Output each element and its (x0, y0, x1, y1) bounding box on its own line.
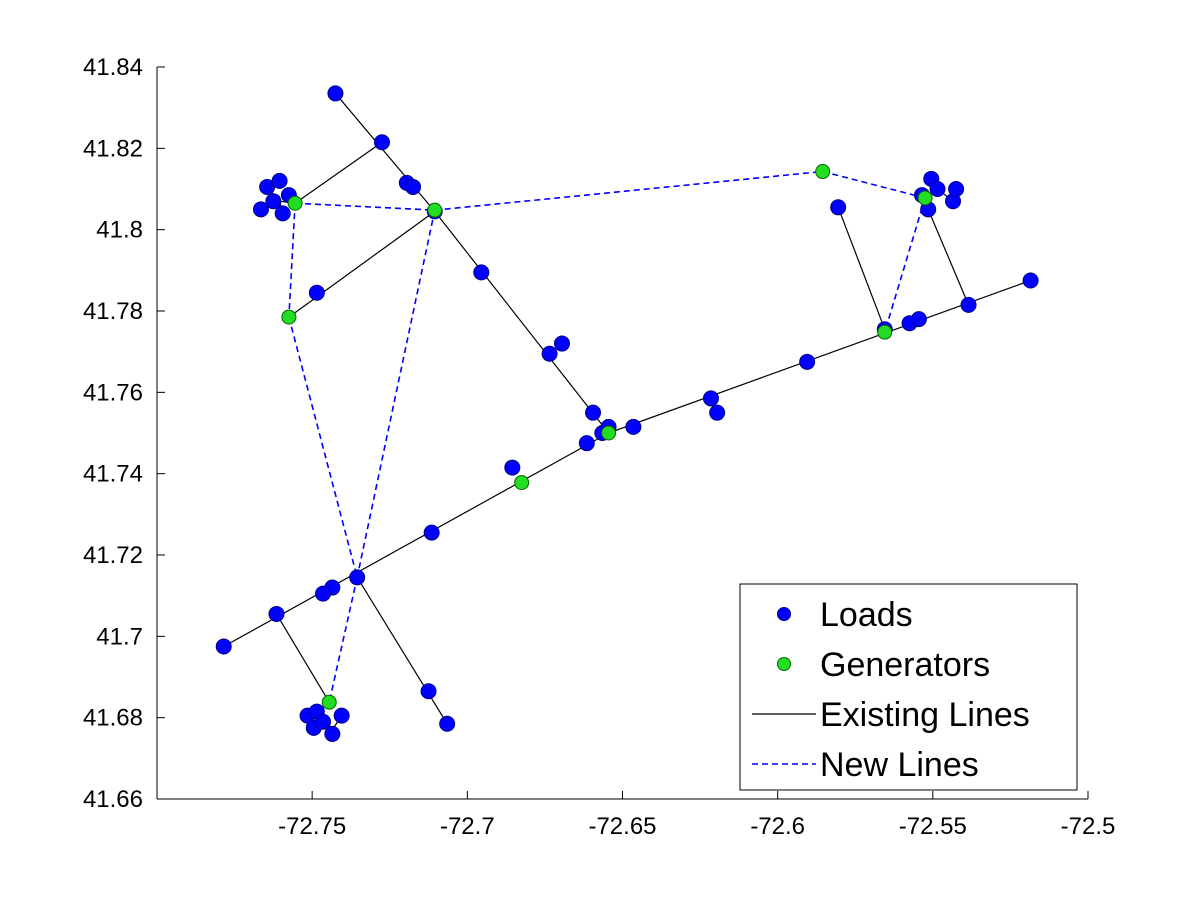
load-point (324, 725, 341, 742)
existing-line (434, 210, 610, 434)
y-tick-label: 41.8 (96, 217, 143, 244)
load-point (439, 715, 456, 732)
load-point (252, 201, 269, 218)
load-point (578, 435, 595, 452)
legend-marker-loads (777, 607, 791, 621)
legend-label: Loads (820, 596, 913, 634)
existing-line (275, 613, 330, 703)
existing-line (837, 207, 886, 330)
load-point (702, 390, 719, 407)
load-point (349, 569, 366, 586)
load-point (271, 172, 288, 189)
legend: Loads Generators Existing Lines New Lines (739, 583, 1078, 791)
x-tick-label: -72.7 (440, 813, 495, 840)
load-point (333, 707, 350, 724)
load-point (265, 193, 282, 210)
load-point (473, 264, 490, 281)
new-line (328, 577, 358, 703)
new-line (288, 316, 358, 578)
generator-point (321, 694, 337, 710)
new-line (883, 197, 926, 333)
load-point (585, 404, 602, 421)
new-line (288, 203, 296, 318)
legend-label: Generators (820, 646, 990, 684)
load-point (541, 345, 558, 362)
load-point (274, 205, 291, 222)
load-point (420, 683, 437, 700)
load-point (268, 605, 285, 622)
load-point (960, 296, 977, 313)
load-point (315, 585, 332, 602)
generator-point (427, 202, 443, 218)
y-tick-label: 41.74 (83, 461, 143, 488)
load-point (215, 638, 232, 655)
lines-layer (223, 93, 1031, 731)
load-point (373, 134, 390, 151)
y-tick-label: 41.76 (83, 379, 143, 406)
load-point (948, 181, 965, 197)
load-point (799, 353, 816, 370)
load-point (327, 85, 344, 102)
generator-point (815, 164, 831, 180)
legend-box (739, 583, 1078, 791)
legend-marker-generators (777, 657, 791, 671)
load-point (1022, 272, 1039, 289)
load-point (423, 524, 440, 541)
y-tick-label: 41.82 (83, 135, 143, 162)
generator-point (514, 475, 530, 491)
y-tick-label: 41.66 (83, 786, 143, 813)
load-point (910, 311, 927, 328)
load-point (830, 199, 847, 216)
generator-point (281, 309, 297, 325)
y-tick-label: 41.78 (83, 298, 143, 325)
axes: -72.75 -72.7 -72.65 -72.6 -72.55 -72.5 41.66 41… (83, 54, 1115, 840)
new-line (822, 170, 926, 199)
load-point (709, 404, 726, 421)
existing-line (223, 432, 609, 648)
generator-point (287, 195, 303, 211)
x-tick-label: -72.5 (1061, 813, 1116, 840)
legend-label: New Lines (820, 746, 979, 784)
x-tick-label: -72.65 (588, 813, 656, 840)
generator-point (601, 425, 617, 441)
generator-point (877, 324, 893, 340)
existing-line (356, 577, 448, 725)
new-line (356, 209, 436, 578)
y-tick-label: 41.7 (96, 623, 143, 650)
generator-point (917, 190, 933, 206)
y-tick-label: 41.72 (83, 542, 143, 569)
y-tick-label: 41.68 (83, 705, 143, 732)
load-point (315, 713, 332, 730)
new-line (434, 170, 823, 211)
x-tick-label: -72.6 (750, 813, 805, 840)
x-tick-label: -72.55 (899, 813, 967, 840)
load-point (308, 284, 325, 301)
x-tick-label: -72.75 (278, 813, 346, 840)
load-point (504, 459, 521, 476)
load-point (405, 178, 422, 195)
load-point (553, 335, 570, 352)
load-point (929, 181, 946, 197)
y-tick-label: 41.84 (83, 54, 143, 81)
existing-line (294, 141, 383, 204)
existing-line (927, 209, 970, 306)
existing-line (608, 279, 1031, 434)
points-layer (215, 85, 1039, 742)
load-point (625, 418, 642, 435)
legend-label: Existing Lines (820, 696, 1030, 734)
new-line (295, 202, 435, 211)
